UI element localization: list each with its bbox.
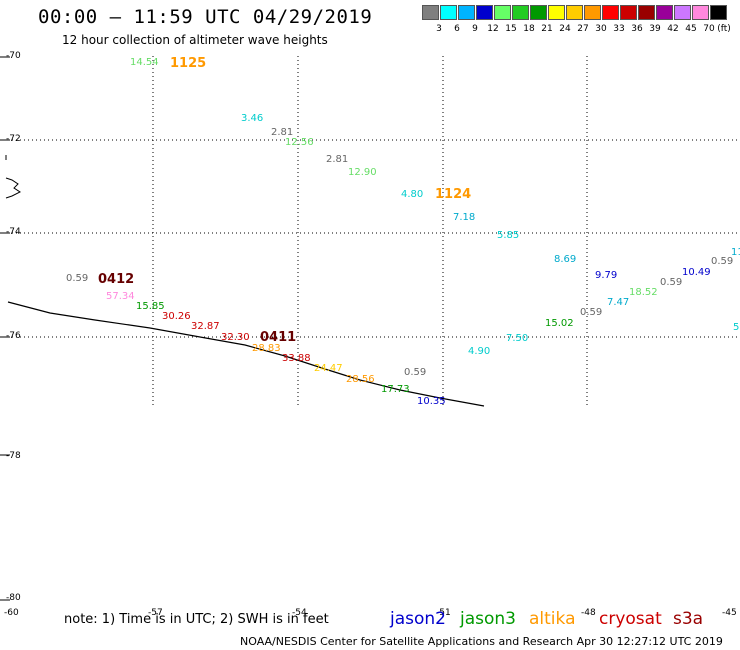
- wave-height-label: 28.56: [346, 374, 375, 385]
- wave-height-label: 32.87: [191, 321, 220, 332]
- wave-height-label: 0.59: [580, 307, 603, 318]
- lat-label: -72: [6, 134, 21, 144]
- credit-line: NOAA/NESDIS Center for Satellite Applica…: [240, 635, 723, 648]
- scale-unit: (ft): [717, 24, 731, 34]
- scale-swatch: [674, 5, 691, 20]
- footer-note: note: 1) Time is in UTC; 2) SWH is in fe…: [64, 612, 329, 627]
- wave-height-label: 30.26: [162, 311, 191, 322]
- pass-id-label: 0411: [260, 330, 297, 345]
- scale-swatch: [692, 5, 709, 20]
- legend-satellite: s3a: [673, 609, 704, 629]
- scale-label: 45: [685, 24, 697, 34]
- lon-label: -57: [148, 608, 163, 618]
- wave-height-label: 8.69: [554, 254, 577, 265]
- wave-height-label: 18.52: [629, 287, 658, 298]
- wave-height-label: 10.35: [417, 396, 446, 407]
- map-title: 00:00 – 11:59 UTC 04/29/2019: [38, 6, 373, 28]
- wave-height-label: 2.81: [326, 154, 349, 165]
- lon-label: -48: [581, 608, 596, 618]
- wave-height-label: 32.30: [221, 332, 250, 343]
- scale-label: 27: [577, 24, 589, 34]
- pass-id-label: 1125: [170, 56, 207, 71]
- map-subtitle: 12 hour collection of altimeter wave hei…: [62, 33, 328, 47]
- legend-satellite: jason3: [460, 609, 516, 629]
- lon-label: -51: [436, 608, 451, 618]
- wave-height-label: 12.90: [348, 167, 377, 178]
- coastline-fragment: [5, 177, 21, 199]
- wave-height-label: 0.59: [66, 273, 89, 284]
- wave-height-label: 15.85: [136, 301, 165, 312]
- scale-swatch: [602, 5, 619, 20]
- lon-label: -45: [722, 608, 737, 618]
- ice-shelf-edge: [7, 301, 485, 407]
- scale-swatch: [476, 5, 493, 20]
- legend-satellite: altika: [529, 609, 576, 629]
- wave-height-label: 5: [733, 322, 740, 333]
- wave-height-label: 57.34: [106, 291, 135, 302]
- scale-label: 9: [472, 24, 478, 34]
- wave-height-label: 0.59: [660, 277, 683, 288]
- scale-label: 24: [559, 24, 571, 34]
- lat-label: -70: [6, 51, 21, 61]
- scale-swatch: [638, 5, 655, 20]
- scale-swatch: [512, 5, 529, 20]
- wave-height-label: 33.88: [282, 353, 311, 364]
- wave-height-label: 7.18: [453, 212, 476, 223]
- scale-swatch: [422, 5, 439, 20]
- wave-height-label: 9.79: [595, 270, 618, 281]
- wave-height-label: 0.59: [404, 367, 427, 378]
- wave-height-label: 2.81: [271, 127, 294, 138]
- pass-id-label: 0412: [98, 272, 135, 287]
- graticule: [8, 56, 740, 406]
- lat-label: -76: [6, 331, 21, 341]
- wave-height-label: 5.85: [497, 230, 520, 241]
- lon-label: -60: [4, 608, 19, 618]
- scale-label: 39: [649, 24, 661, 34]
- wave-height-label: 4.80: [401, 189, 424, 200]
- scale-swatch: [530, 5, 547, 20]
- wave-height-label: 17.73: [381, 384, 410, 395]
- scale-swatch: [548, 5, 565, 20]
- scale-label: 33: [613, 24, 625, 34]
- scale-label: 21: [541, 24, 553, 34]
- scale-label: 6: [454, 24, 460, 34]
- scale-swatch: [440, 5, 457, 20]
- scale-swatch: [584, 5, 601, 20]
- scale-label: 42: [667, 24, 679, 34]
- scale-label: 36: [631, 24, 643, 34]
- scale-swatch: [620, 5, 637, 20]
- wave-height-label: 24.47: [314, 363, 343, 374]
- wave-height-label: 10.49: [682, 267, 711, 278]
- legend-satellite: cryosat: [599, 609, 662, 629]
- scale-swatch: [710, 5, 727, 20]
- wave-height-label: 11: [731, 247, 740, 258]
- wave-height-label: 12.56: [285, 137, 314, 148]
- scale-label: 70: [703, 24, 715, 34]
- scale-label: 15: [505, 24, 517, 34]
- lat-label: -74: [6, 227, 21, 237]
- scale-swatch: [566, 5, 583, 20]
- scale-swatch: [458, 5, 475, 20]
- scale-label: 12: [487, 24, 499, 34]
- lat-label: -78: [6, 451, 21, 461]
- wave-height-label: 3.46: [241, 113, 264, 124]
- legend-satellite: jason2: [390, 609, 446, 629]
- frame-ticks: [0, 56, 10, 601]
- wave-height-label: 4.90: [468, 346, 491, 357]
- scale-label: 30: [595, 24, 607, 34]
- wave-height-label: 0.59: [711, 256, 734, 267]
- wave-height-label: 7.47: [607, 297, 630, 308]
- wave-height-label: 28.83: [252, 343, 281, 354]
- scale-label: 3: [436, 24, 442, 34]
- pass-id-label: 1124: [435, 187, 472, 202]
- scale-label: 18: [523, 24, 535, 34]
- wave-height-label: 7.50: [506, 333, 529, 344]
- wave-height-label: 15.02: [545, 318, 574, 329]
- lon-label: -54: [292, 608, 307, 618]
- scale-swatch: [494, 5, 511, 20]
- lat-label: -80: [6, 593, 21, 603]
- wave-height-label: 14.54: [130, 57, 159, 68]
- scale-swatch: [656, 5, 673, 20]
